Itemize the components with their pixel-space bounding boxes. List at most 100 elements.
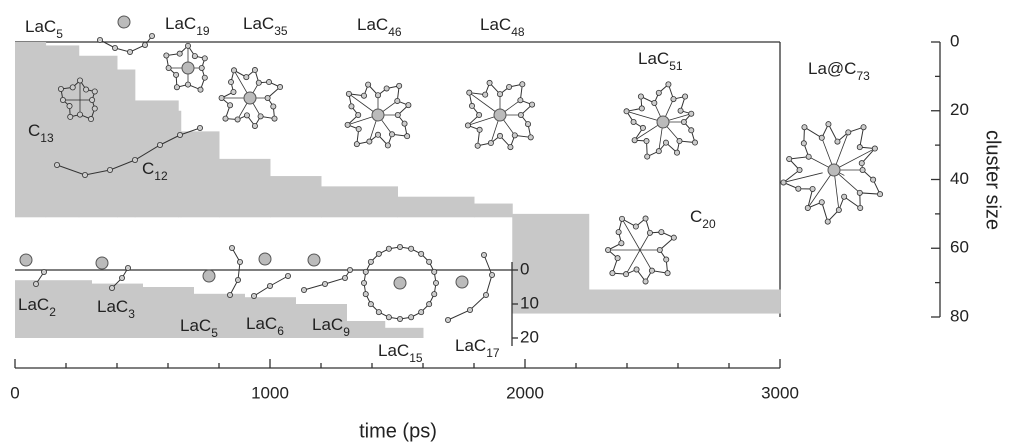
- area-step: [117, 70, 135, 218]
- atom: [432, 269, 437, 274]
- label-text: LaC: [18, 295, 49, 314]
- atom: [405, 134, 410, 139]
- atom: [285, 273, 290, 278]
- atom: [483, 292, 488, 297]
- atom: [199, 65, 204, 70]
- atom: [427, 259, 432, 264]
- atom: [202, 75, 207, 80]
- molecule-label: LaC46: [357, 15, 402, 39]
- bond: [837, 149, 875, 169]
- la-atom: [394, 277, 406, 289]
- atom: [356, 126, 361, 131]
- atom: [639, 106, 644, 111]
- atom: [477, 127, 482, 132]
- atom: [819, 200, 824, 205]
- atom: [142, 42, 147, 47]
- atom: [643, 279, 648, 284]
- y-tick-label: 20: [950, 100, 969, 119]
- label-text: C: [142, 159, 154, 178]
- y-tick-label: 80: [950, 306, 969, 325]
- label-sub: 3: [128, 307, 135, 321]
- label-sub: 20: [702, 217, 716, 231]
- atom: [871, 177, 876, 182]
- label-text: LaC: [246, 314, 277, 333]
- atom: [640, 125, 645, 130]
- area-step: [321, 186, 398, 217]
- atom: [787, 156, 792, 161]
- atom: [185, 82, 190, 87]
- atom: [615, 256, 620, 261]
- atom: [389, 132, 394, 137]
- label-sub: 5: [211, 326, 218, 340]
- atom: [678, 108, 683, 113]
- molecule-label: LaC51: [638, 49, 683, 73]
- atom: [67, 103, 72, 108]
- atom: [465, 123, 470, 128]
- atom: [386, 315, 391, 320]
- atom: [252, 123, 257, 128]
- atom: [836, 207, 841, 212]
- atom: [119, 275, 124, 280]
- atom: [112, 45, 117, 50]
- atom: [229, 245, 234, 250]
- label-sub: 35: [274, 24, 288, 38]
- atom: [354, 142, 359, 147]
- atom: [619, 241, 624, 246]
- atom: [272, 116, 277, 121]
- atom: [349, 104, 354, 109]
- atom: [647, 230, 652, 235]
- area-step: [347, 321, 386, 338]
- label-sub: 9: [343, 325, 350, 339]
- atom: [376, 251, 381, 256]
- chart: time (ps) cluster size 01000200030000204…: [0, 0, 1010, 448]
- area-step: [219, 159, 271, 217]
- atom: [616, 229, 621, 234]
- atom: [244, 113, 249, 118]
- atom: [512, 133, 517, 138]
- atom: [825, 219, 830, 224]
- la-atom: [494, 109, 506, 121]
- atom: [127, 49, 132, 54]
- atom: [643, 216, 648, 221]
- atom: [610, 271, 615, 276]
- label-sub: 73: [856, 69, 870, 83]
- atom: [361, 280, 366, 285]
- bond: [230, 248, 240, 295]
- atom: [227, 103, 232, 108]
- atom: [671, 97, 676, 102]
- atom: [682, 94, 687, 99]
- label-sub: 19: [196, 24, 210, 38]
- molecule-label: LaC48: [480, 15, 525, 39]
- atom: [402, 121, 407, 126]
- atom: [346, 91, 351, 96]
- atom: [489, 272, 494, 277]
- bond: [638, 233, 650, 254]
- la-atom: [259, 253, 271, 265]
- atom: [54, 162, 59, 167]
- atom: [397, 83, 402, 88]
- atom: [483, 92, 488, 97]
- atom: [397, 244, 402, 249]
- label-text: LaC: [638, 49, 669, 68]
- area-step: [474, 204, 513, 218]
- atom: [649, 268, 654, 273]
- atom: [366, 82, 371, 87]
- atom: [634, 267, 639, 272]
- atom: [198, 87, 203, 92]
- atom: [244, 75, 249, 80]
- atom: [525, 122, 530, 127]
- atom: [674, 150, 679, 155]
- atom: [68, 114, 73, 119]
- label-sub: 15: [409, 351, 423, 365]
- la-atom: [308, 254, 320, 266]
- atom: [77, 112, 82, 117]
- bond: [635, 125, 658, 140]
- label-text: LaC: [165, 14, 196, 33]
- la-atom: [203, 270, 215, 282]
- atom: [433, 280, 438, 285]
- atom: [235, 117, 240, 122]
- atom: [656, 90, 661, 95]
- la-atom: [456, 276, 468, 288]
- atom: [645, 154, 650, 159]
- atom: [857, 145, 862, 150]
